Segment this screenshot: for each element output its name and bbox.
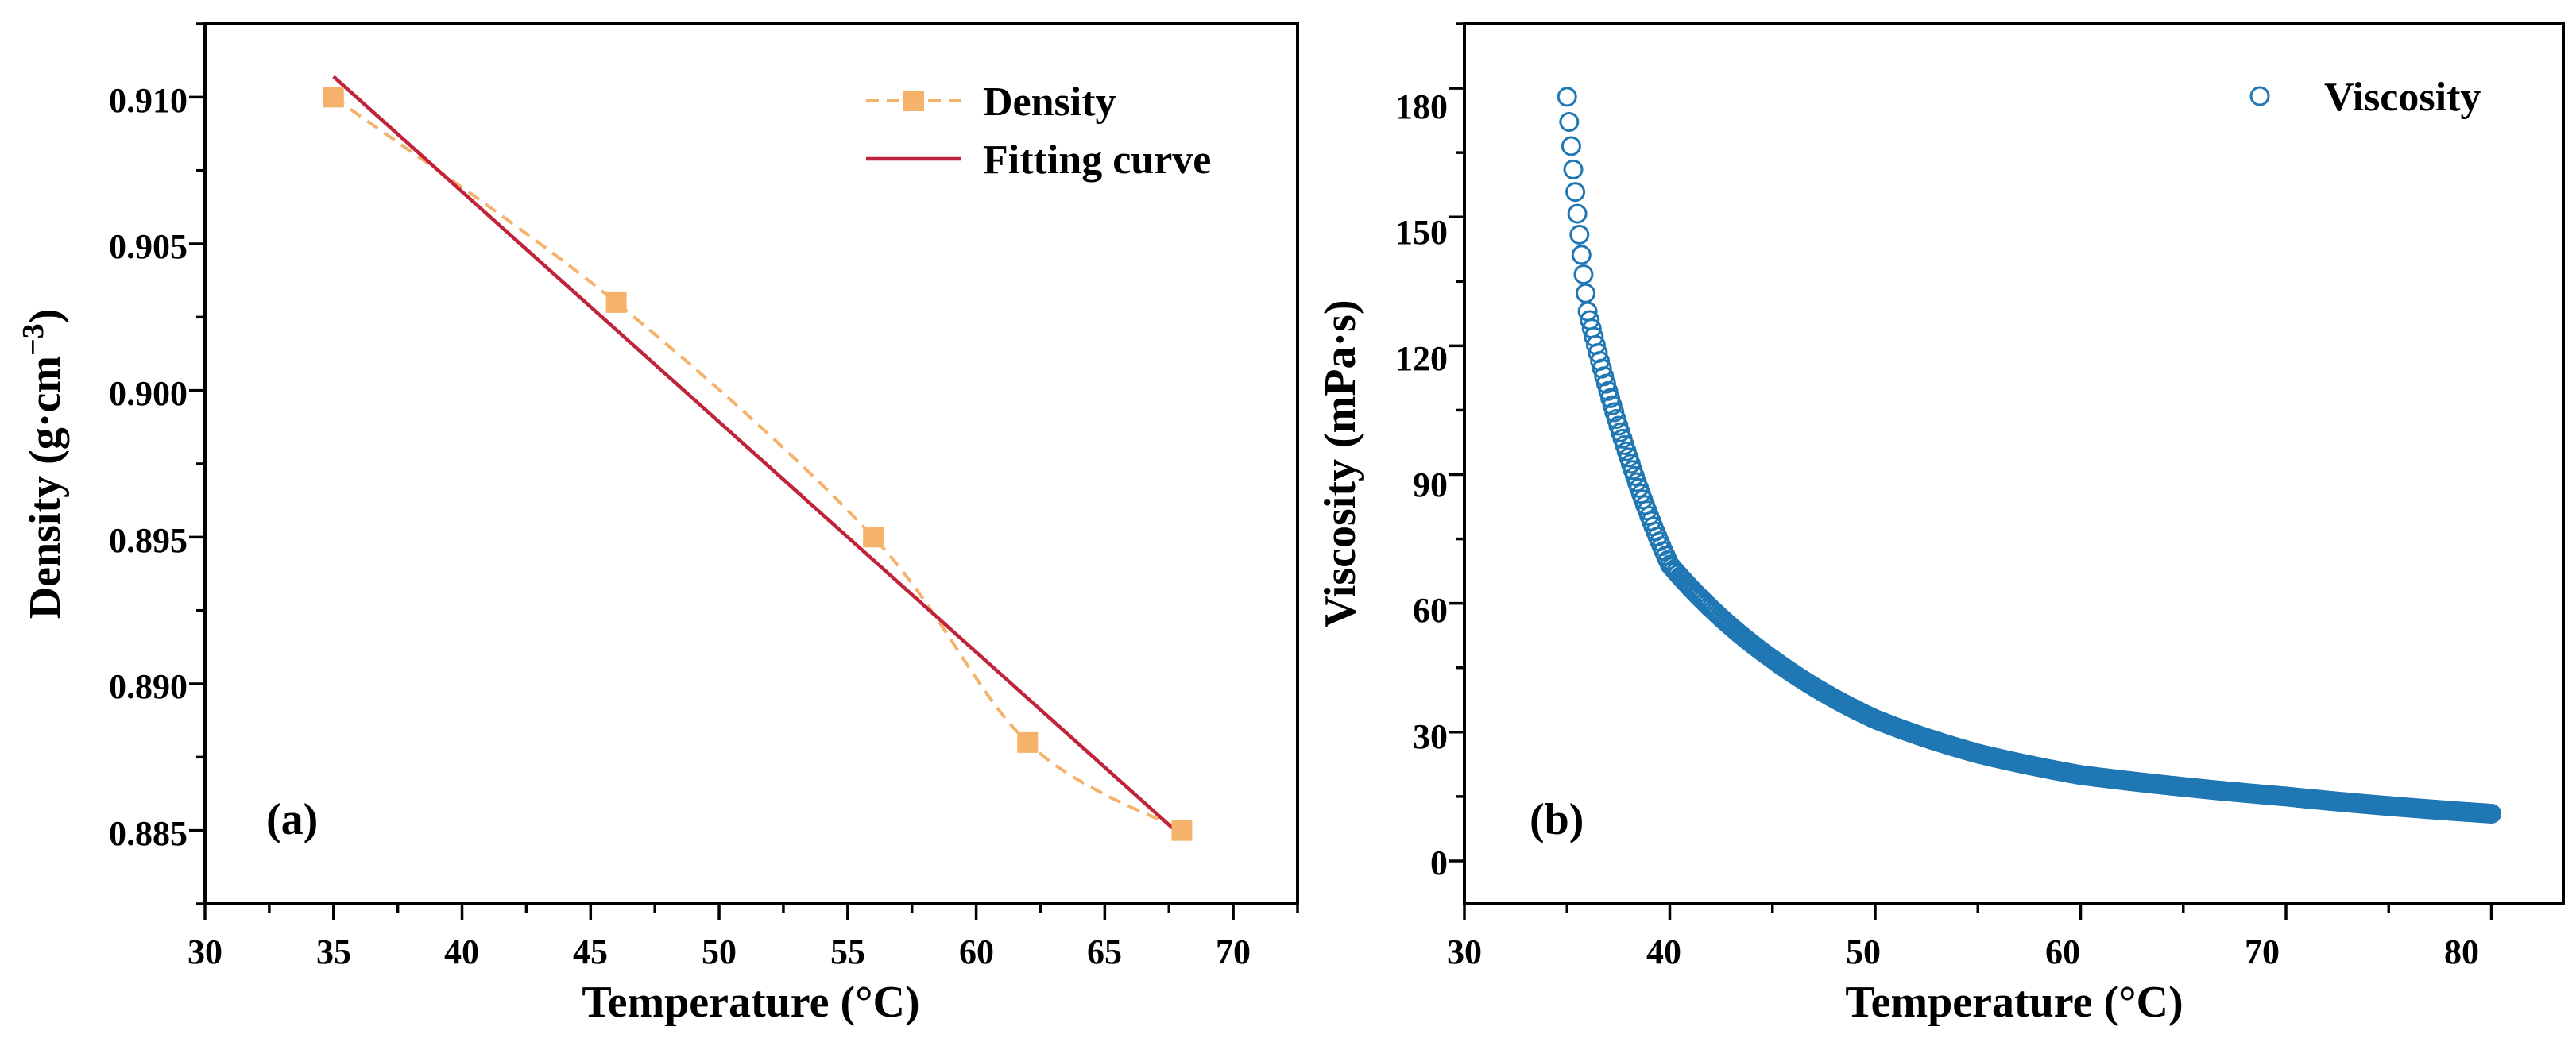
panel-b-label: (b) <box>1530 795 1584 844</box>
panel-a-y-axis-title-superscript: −3 <box>17 323 50 356</box>
panel-a-xtick-label: 45 <box>573 932 608 971</box>
viscosity-point <box>1561 136 1581 156</box>
panel-b-ytick-label: 0 <box>1430 843 1448 882</box>
legend-density-marker <box>903 91 924 111</box>
density-point <box>605 291 627 313</box>
density-dashed-line <box>332 95 1183 832</box>
panel-a-ytick-label: 0.890 <box>109 667 188 706</box>
viscosity-point <box>1563 159 1584 179</box>
panel-a-xtick-label: 70 <box>1216 932 1251 971</box>
panel-a-xtick-label: 40 <box>444 932 479 971</box>
viscosity-point <box>1592 358 1612 379</box>
panel-a-ytick-label: 0.895 <box>109 521 188 560</box>
fitting-curve-line <box>332 75 1183 838</box>
panel-a-density-chart: 30 35 40 45 50 55 60 65 70 0.885 0.890 0… <box>17 22 1299 1027</box>
viscosity-point <box>1573 264 1594 285</box>
panel-a-y-axis-title: Density (g·cm−3) <box>17 309 70 619</box>
panel-b-frame <box>1463 22 2565 905</box>
panel-b-ytick-label: 90 <box>1413 465 1448 504</box>
panel-a-xtick-label: 50 <box>702 932 737 971</box>
panel-a-series <box>323 75 1193 841</box>
panel-b-legend: Viscosity <box>2249 75 2481 120</box>
panel-b-xtick-label: 40 <box>1646 932 1681 971</box>
panel-a-xtick-label: 35 <box>316 932 351 971</box>
density-point <box>863 527 884 548</box>
panel-b-xtick-label: 70 <box>2245 932 2280 971</box>
panel-a-xtick-label: 60 <box>959 932 994 971</box>
panel-b-ticks <box>1449 22 2493 920</box>
panel-b-viscosity-chart: 30 40 50 60 70 80 0 30 60 90 120 150 180… <box>1316 22 2565 1027</box>
legend-density-label: Density <box>983 79 1116 125</box>
panel-b-xtick-label: 30 <box>1447 932 1482 971</box>
panel-a-ytick-label: 0.900 <box>109 374 188 413</box>
density-point <box>323 87 344 108</box>
panel-b-series <box>1557 87 2502 824</box>
density-point <box>1017 731 1039 753</box>
panel-b-ytick-label: 30 <box>1413 717 1448 756</box>
panel-b-xtick-label: 80 <box>2444 932 2479 971</box>
panel-a-y-axis-title-tail: ) <box>21 309 70 324</box>
panel-a-ytick-label: 0.905 <box>109 227 188 266</box>
panel-b-xtick-label: 60 <box>2045 932 2080 971</box>
panel-b-xtick-label: 50 <box>1846 932 1881 971</box>
viscosity-point <box>1565 182 1586 203</box>
panel-a-ytick-label: 0.885 <box>109 814 188 853</box>
panel-a-y-axis-title-main: Density (g·cm <box>21 356 70 619</box>
panel-b-ytick-label: 120 <box>1395 339 1448 378</box>
legend-viscosity-label: Viscosity <box>2324 75 2481 120</box>
legend-fitting-curve-label: Fitting curve <box>983 137 1211 183</box>
panel-a-x-axis-title: Temperature (°C) <box>582 978 919 1027</box>
panel-a-xtick-label: 65 <box>1087 932 1122 971</box>
panel-a-ytick-label: 0.910 <box>109 81 188 120</box>
viscosity-point <box>1571 245 1592 265</box>
panel-b-x-axis-title: Temperature (°C) <box>1845 978 2183 1027</box>
viscosity-point <box>2481 803 2502 824</box>
legend-viscosity-marker <box>2249 86 2270 106</box>
panel-a-xtick-label: 55 <box>830 932 865 971</box>
viscosity-point <box>1557 87 1577 107</box>
viscosity-point <box>1567 203 1588 224</box>
viscosity-point <box>1559 111 1580 132</box>
panel-a-xtick-label: 30 <box>188 932 222 971</box>
panel-b-y-axis-title: Viscosity (mPa·s) <box>1316 299 1365 627</box>
viscosity-point <box>1594 366 1615 387</box>
panel-b-ytick-label: 180 <box>1395 87 1448 126</box>
panel-b-ytick-label: 60 <box>1413 591 1448 630</box>
panel-a-label: (a) <box>266 795 318 844</box>
panel-a-legend: Density Fitting curve <box>866 79 1211 183</box>
viscosity-point <box>1569 224 1590 245</box>
viscosity-point <box>1576 283 1596 303</box>
density-point <box>1171 820 1193 841</box>
panel-b-ytick-label: 150 <box>1395 213 1448 252</box>
panel-a-frame <box>203 22 1299 905</box>
